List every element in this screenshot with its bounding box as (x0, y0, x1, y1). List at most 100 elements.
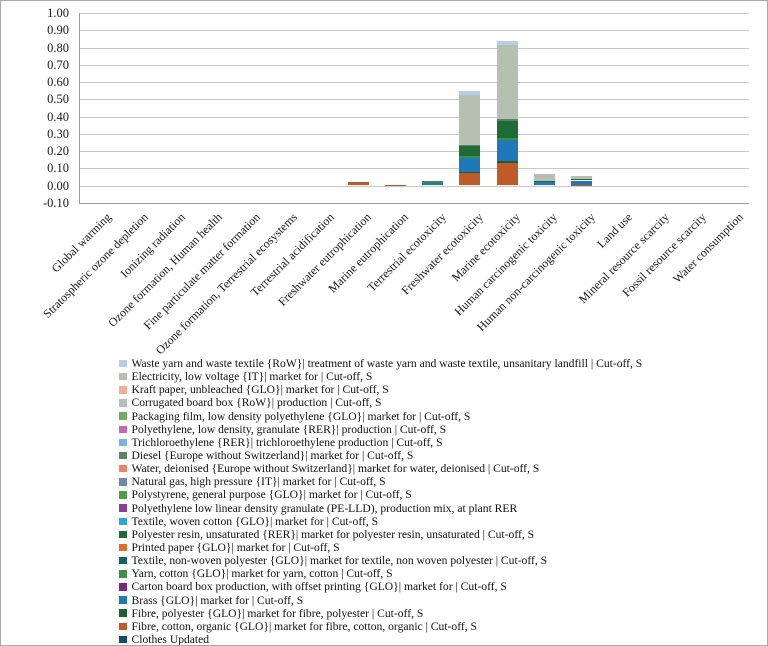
legend-label: Polystyrene, general purpose {GLO}| mark… (131, 488, 412, 502)
legend-swatch (119, 412, 127, 420)
legend-swatch (119, 583, 127, 591)
legend-swatch (119, 425, 127, 434)
legend-item: Natural gas, high pressure {IT}| market … (119, 475, 642, 488)
bar-segment (459, 94, 481, 145)
y-tick-label: 0.50 (47, 92, 69, 107)
legend-label: Kraft paper, unbleached {GLO}| market fo… (131, 383, 389, 397)
legend-swatch (119, 438, 127, 447)
legend-label: Textile, non-woven polyester {GLO}| mark… (131, 554, 548, 568)
bar-segment (533, 180, 555, 183)
legend-swatch (119, 478, 127, 486)
bar-segment (496, 119, 518, 122)
legend-label: Textile, woven cotton {GLO}| market for … (131, 514, 379, 528)
legend-swatch (119, 556, 127, 565)
gridline (79, 64, 749, 66)
legend-label: Polyethylene low linear density granulat… (131, 501, 518, 515)
legend-label: Fibre, cotton, organic {GLO}| market for… (131, 619, 477, 633)
gridline (79, 47, 749, 49)
bar-segment (496, 138, 518, 140)
legend-item: Diesel {Europe without Switzerland}| mar… (119, 449, 642, 462)
legend-swatch (119, 622, 127, 631)
legend-label: Printed paper {GLO}| market for | Cut-of… (131, 541, 340, 555)
gridline (79, 82, 749, 83)
bar-segment (459, 157, 481, 172)
legend-swatch (119, 359, 127, 368)
legend-item: Water, deionised {Europe without Switzer… (119, 462, 642, 475)
bar-segment (571, 180, 592, 185)
bar-segment (422, 182, 444, 186)
legend-item: Kraft paper, unbleached {GLO}| market fo… (119, 383, 642, 396)
legend-swatch (119, 372, 127, 381)
legend-label: Trichloroethylene {RER}| trichloroethyle… (131, 435, 443, 449)
legend-item: Carton board box production, with offset… (119, 580, 642, 593)
bar-segment (571, 184, 592, 186)
legend-swatch (119, 609, 127, 617)
legend-label: Polyethylene, low density, granulate {RE… (131, 422, 447, 436)
x-axis-line (79, 202, 749, 204)
y-tick-label: 0.10 (47, 161, 69, 176)
legend-item: Fibre, cotton, organic {GLO}| market for… (119, 620, 642, 633)
gridline (79, 185, 749, 187)
bar-segment (533, 182, 555, 186)
legend-swatch (119, 399, 127, 407)
bar-segment (496, 45, 518, 120)
bar-segment (347, 182, 369, 186)
legend-item: Trichloroethylene {RER}| trichloroethyle… (119, 436, 642, 449)
legend-item: Printed paper {GLO}| market for | Cut-of… (119, 541, 642, 554)
legend-item: Polyethylene, low density, granulate {RE… (119, 423, 642, 436)
legend-swatch (119, 504, 127, 512)
y-axis-line (79, 13, 80, 203)
legend-label: Corrugated board box {RoW}| production |… (131, 396, 382, 410)
legend-swatch (119, 517, 127, 525)
gridline (79, 133, 749, 135)
bar-segment (496, 139, 518, 162)
y-tick-label: 0.70 (47, 57, 69, 72)
bar-segment (422, 181, 444, 183)
legend-item: Fibre, polyester {GLO}| market for fibre… (119, 607, 642, 620)
gridline (79, 99, 749, 101)
bar-segment (459, 172, 481, 186)
bar-segment (459, 145, 481, 157)
chart-legend: Waste yarn and waste textile {RoW}| trea… (119, 357, 643, 646)
legend-swatch (119, 451, 127, 460)
y-tick-label: 0.20 (47, 144, 69, 158)
bar-segment (496, 40, 518, 46)
y-tick-label: -0.10 (42, 195, 69, 210)
bar-segment (496, 163, 518, 186)
legend-swatch (119, 543, 127, 552)
legend-item: Packaging film, low density polyethylene… (119, 410, 642, 423)
legend-label: Fibre, polyester {GLO}| market for fibre… (131, 606, 424, 620)
gridline (79, 151, 749, 152)
legend-swatch (119, 596, 127, 604)
bar-segment (533, 173, 555, 181)
legend-label: Electricity, low voltage {IT}| market fo… (131, 370, 373, 384)
legend-label: Diesel {Europe without Switzerland}| mar… (131, 449, 414, 463)
bar-segment (384, 184, 406, 186)
legend-item: Polystyrene, general purpose {GLO}| mark… (119, 488, 642, 501)
legend-item: Corrugated board box {RoW}| production |… (119, 396, 642, 409)
bar-segment (459, 91, 481, 95)
legend-item: Polyester resin, unsaturated {RER}| mark… (119, 528, 642, 541)
legend-item: Polyethylene low linear density granulat… (119, 502, 642, 515)
y-tick-label: 1.00 (47, 6, 69, 20)
legend-swatch (119, 464, 127, 473)
legend-item: Textile, woven cotton {GLO}| market for … (119, 515, 642, 528)
legend-label: Packaging film, low density polyethylene… (131, 409, 471, 423)
legend-label: Clothes Updated (131, 633, 210, 646)
legend-swatch (119, 491, 127, 499)
legend-label: Waste yarn and waste textile {RoW}| trea… (131, 357, 643, 371)
y-tick-label: 0.40 (47, 109, 69, 124)
y-tick-label: 0.60 (47, 75, 69, 89)
legend-label: Brass {GLO}| market for | Cut-off, S (131, 593, 304, 607)
bar-segment (459, 144, 481, 146)
gridline (79, 168, 749, 170)
bar-segment (459, 156, 481, 158)
legend-label: Yarn, cotton {GLO}| market for yarn, cot… (131, 567, 393, 581)
legend-label: Water, deionised {Europe without Switzer… (131, 462, 540, 476)
legend-swatch (119, 530, 127, 539)
legend-item: Textile, non-woven polyester {GLO}| mark… (119, 554, 642, 567)
legend-item: Yarn, cotton {GLO}| market for yarn, cot… (119, 567, 642, 580)
legend-item: Brass {GLO}| market for | Cut-off, S (119, 594, 642, 607)
legend-label: Polyester resin, unsaturated {RER}| mark… (131, 527, 535, 541)
